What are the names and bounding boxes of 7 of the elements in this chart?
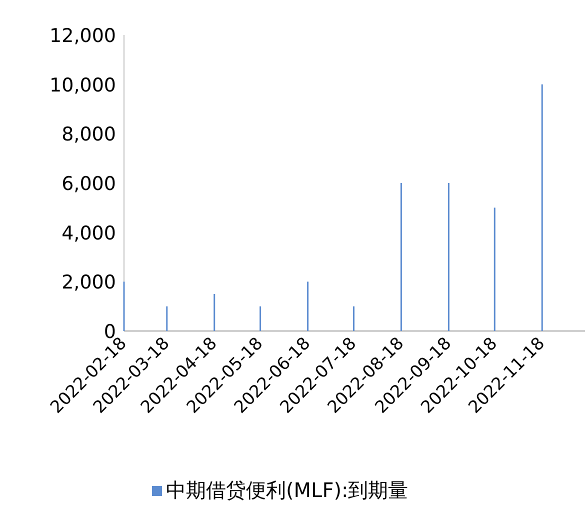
y-tick-label: 4,000: [62, 222, 116, 244]
y-tick-label: 10,000: [50, 74, 116, 96]
y-tick-label: 8,000: [62, 124, 116, 146]
y-tick-label: 12,000: [50, 25, 116, 47]
legend-label: 中期借贷便利(MLF):到期量: [166, 478, 408, 502]
y-tick-label: 2,000: [62, 272, 116, 294]
y-tick-label: 6,000: [62, 173, 116, 195]
